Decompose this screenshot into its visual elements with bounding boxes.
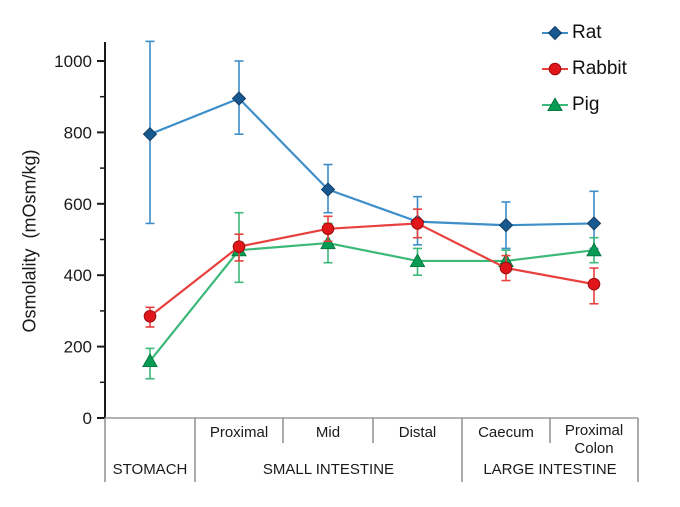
x-region-label: SMALL INTESTINE bbox=[263, 461, 394, 478]
x-region-label: STOMACH bbox=[113, 461, 188, 478]
rat-marker bbox=[320, 182, 336, 197]
pig-marker bbox=[586, 242, 602, 257]
y-tick-label: 200 bbox=[64, 338, 92, 357]
pig-marker bbox=[142, 353, 158, 367]
pig-marker bbox=[320, 235, 336, 250]
rat-marker bbox=[231, 91, 247, 106]
series-pig bbox=[142, 211, 602, 380]
rabbit-legend-marker bbox=[542, 62, 568, 76]
legend-item-pig: Pig bbox=[542, 87, 627, 123]
rat-legend-marker bbox=[542, 25, 568, 41]
x-segment-label: Mid bbox=[316, 424, 340, 441]
rabbit-marker bbox=[411, 217, 424, 230]
y-tick-label: 800 bbox=[64, 123, 92, 142]
rabbit-marker bbox=[321, 222, 335, 236]
legend: Rat Rabbit Pig bbox=[542, 15, 627, 123]
pig-marker bbox=[409, 253, 426, 268]
pig-line bbox=[149, 241, 595, 362]
rabbit-marker bbox=[143, 309, 157, 323]
x-segment-label: Distal bbox=[399, 424, 437, 441]
y-tick-label: 600 bbox=[64, 195, 92, 214]
y-axis-title: Osmolality (mOsm/kg) bbox=[19, 149, 40, 333]
axes: 0 200 400 600 800 1000 bbox=[54, 42, 638, 428]
x-region-label: LARGE INTESTINE bbox=[483, 461, 616, 478]
rabbit-marker bbox=[587, 277, 601, 291]
y-tick-label: 1000 bbox=[54, 52, 92, 71]
legend-label-pig: Pig bbox=[572, 94, 600, 115]
rabbit-line bbox=[149, 222, 595, 318]
y-tick-label: 400 bbox=[64, 266, 92, 285]
rat-marker bbox=[586, 216, 602, 231]
x-segment-label: Caecum bbox=[478, 424, 534, 441]
rabbit-marker bbox=[232, 240, 246, 253]
series-rat bbox=[142, 40, 602, 250]
series-rabbit bbox=[143, 208, 601, 328]
x-segment-label: Proximal bbox=[565, 422, 623, 439]
legend-item-rat: Rat bbox=[542, 15, 627, 51]
legend-label-rat: Rat bbox=[572, 22, 602, 43]
rat-line bbox=[149, 97, 595, 227]
pig-legend-marker bbox=[542, 97, 568, 111]
x-tier2-labels: STOMACH SMALL INTESTINE LARGE INTESTINE bbox=[113, 461, 617, 478]
x-axis-dividers bbox=[104, 418, 639, 482]
x-segment-label: Proximal bbox=[210, 424, 268, 441]
y-tick-label: 0 bbox=[83, 409, 92, 428]
legend-label-rabbit: Rabbit bbox=[572, 58, 627, 79]
rat-marker bbox=[142, 126, 158, 142]
x-segment-label: Colon bbox=[574, 440, 613, 457]
rabbit-marker bbox=[499, 261, 513, 275]
legend-item-rabbit: Rabbit bbox=[542, 51, 627, 87]
rat-marker bbox=[498, 218, 514, 233]
